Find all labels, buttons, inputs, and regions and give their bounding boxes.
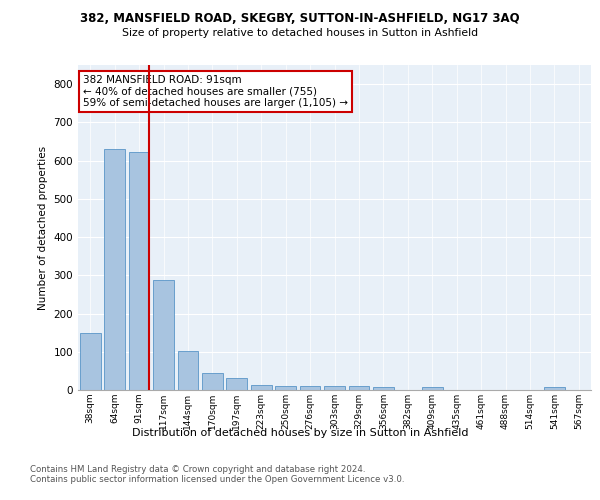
Text: Distribution of detached houses by size in Sutton in Ashfield: Distribution of detached houses by size … bbox=[132, 428, 468, 438]
Text: Contains public sector information licensed under the Open Government Licence v3: Contains public sector information licen… bbox=[30, 475, 404, 484]
Bar bbox=[299, 386, 320, 390]
Text: 382, MANSFIELD ROAD, SKEGBY, SUTTON-IN-ASHFIELD, NG17 3AQ: 382, MANSFIELD ROAD, SKEGBY, SUTTON-IN-A… bbox=[80, 12, 520, 26]
Bar bbox=[349, 386, 370, 390]
Bar bbox=[422, 387, 443, 390]
Bar bbox=[80, 334, 101, 390]
Bar bbox=[373, 387, 394, 390]
Bar bbox=[202, 373, 223, 390]
Bar bbox=[226, 378, 247, 390]
Bar bbox=[104, 149, 125, 390]
Y-axis label: Number of detached properties: Number of detached properties bbox=[38, 146, 48, 310]
Text: 382 MANSFIELD ROAD: 91sqm
← 40% of detached houses are smaller (755)
59% of semi: 382 MANSFIELD ROAD: 91sqm ← 40% of detac… bbox=[83, 74, 348, 108]
Bar bbox=[324, 386, 345, 390]
Text: Contains HM Land Registry data © Crown copyright and database right 2024.: Contains HM Land Registry data © Crown c… bbox=[30, 465, 365, 474]
Bar bbox=[544, 387, 565, 390]
Text: Size of property relative to detached houses in Sutton in Ashfield: Size of property relative to detached ho… bbox=[122, 28, 478, 38]
Bar bbox=[128, 152, 149, 390]
Bar bbox=[178, 352, 199, 390]
Bar bbox=[275, 386, 296, 390]
Bar bbox=[153, 280, 174, 390]
Bar bbox=[251, 386, 272, 390]
